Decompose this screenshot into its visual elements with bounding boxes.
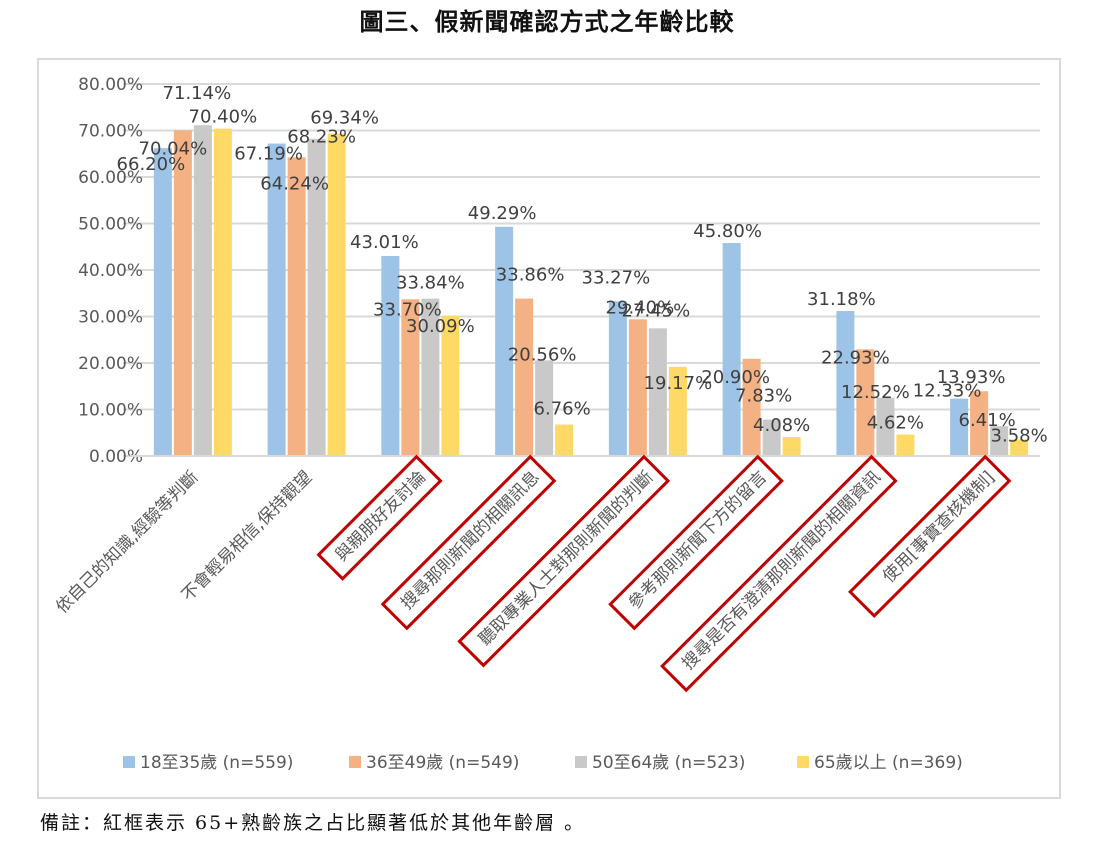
y-tick-label: 50.00% (78, 215, 143, 235)
data-label: 33.70% (373, 299, 442, 320)
bar-2-5 (628, 319, 647, 456)
y-tick-label: 60.00% (78, 168, 143, 188)
category-label-1: 依自己的知識,經驗等判斷 (52, 467, 202, 617)
data-label: 68.23% (287, 127, 356, 148)
legend-label-3: 50至64歲 (n=523) (592, 753, 745, 773)
bar-2-8 (970, 391, 989, 456)
data-label: 49.29% (468, 203, 537, 224)
data-label: 33.86% (496, 265, 565, 286)
data-label: 4.62% (867, 413, 924, 434)
data-label: 70.40% (189, 107, 258, 128)
bar-1-6 (722, 243, 741, 456)
data-label: 12.33% (913, 381, 982, 402)
y-tick-label: 0.00% (89, 447, 143, 467)
legend-label-2: 36至49歲 (n=549) (366, 753, 519, 773)
legend-swatch-1 (123, 756, 135, 768)
bar-3-7 (876, 397, 895, 456)
data-label: 31.18% (807, 289, 876, 310)
data-label: 20.56% (508, 344, 577, 365)
bar-1-7 (836, 311, 855, 456)
bar-2-1 (173, 130, 192, 456)
y-tick-label: 30.00% (78, 308, 143, 328)
bar-2-3 (401, 299, 420, 456)
data-label: 12.52% (841, 382, 910, 403)
category-label-8: 使用[事實查核機制] (878, 467, 998, 587)
footnote: 備註：紅框表示 65+熟齡族之占比顯著低於其他年齡層 。 (40, 812, 586, 834)
bar-1-2 (267, 143, 286, 456)
bar-3-4 (535, 360, 554, 456)
data-label: 30.09% (406, 316, 475, 337)
data-label: 69.34% (310, 108, 379, 129)
highlight-box-6 (608, 454, 784, 631)
highlight-box-8 (848, 454, 1012, 619)
bar-1-3 (381, 256, 400, 456)
data-label: 43.01% (350, 232, 419, 253)
bar-1-4 (495, 226, 514, 456)
y-tick-label: 40.00% (78, 261, 143, 281)
data-label: 19.17% (644, 373, 713, 394)
highlight-box-5 (457, 454, 671, 668)
highlight-box-3 (316, 454, 443, 581)
legend-label-1: 18至35歲 (n=559) (140, 753, 293, 773)
legend-swatch-4 (797, 756, 809, 768)
data-label: 6.76% (534, 399, 591, 420)
data-label: 71.14% (163, 83, 232, 104)
bar-3-5 (648, 328, 667, 456)
bar-1-8 (950, 398, 969, 456)
bar-3-1 (193, 125, 212, 456)
data-label: 6.41% (959, 410, 1016, 431)
data-label: 33.27% (582, 267, 651, 288)
category-label-3: 與親朋好友討論 (332, 467, 430, 565)
bar-4-3 (441, 316, 460, 456)
bar-1-1 (153, 148, 172, 457)
bar-4-7 (896, 434, 915, 456)
legend-swatch-2 (349, 756, 361, 768)
bar-3-2 (307, 138, 326, 456)
category-label-2: 不會輕易相信,保持觀望 (178, 467, 316, 605)
bar-1-5 (608, 301, 627, 456)
bar-2-4 (515, 298, 534, 456)
data-label: 4.08% (753, 415, 810, 436)
highlight-box-4 (380, 454, 557, 631)
data-label: 70.04% (139, 138, 208, 159)
data-label: 20.90% (701, 367, 770, 388)
bar-4-5 (668, 366, 687, 456)
data-label: 3.58% (991, 425, 1048, 446)
bar-2-2 (287, 157, 306, 456)
chart-title: 圖三、假新聞確認方式之年齡比較 (359, 8, 735, 36)
data-label: 7.83% (735, 386, 792, 407)
data-label: 33.84% (396, 273, 465, 294)
data-label: 27.45% (622, 300, 691, 321)
data-label: 66.20% (117, 154, 186, 175)
bar-4-4 (555, 424, 574, 456)
highlight-box-7 (660, 454, 898, 693)
bar-3-3 (421, 298, 440, 456)
data-label: 64.24% (260, 173, 329, 194)
data-label: 67.19% (234, 144, 303, 165)
legend-label-4: 65歲以上 (n=369) (814, 753, 963, 773)
bar-3-8 (990, 426, 1009, 456)
data-label: 13.93% (937, 367, 1006, 388)
data-label: 29.40% (606, 297, 675, 318)
data-label: 22.93% (821, 347, 890, 368)
y-tick-label: 10.00% (78, 401, 143, 421)
bar-4-2 (327, 133, 346, 456)
bar-2-7 (856, 349, 875, 456)
bar-4-1 (213, 128, 232, 456)
bar-2-6 (742, 358, 761, 456)
y-tick-label: 80.00% (78, 75, 143, 95)
bar-4-8 (1010, 439, 1029, 456)
category-label-7: 搜尋是否有澄清那則新聞的相關資訊 (678, 467, 884, 673)
bar-3-6 (762, 419, 781, 456)
y-tick-label: 20.00% (78, 354, 143, 374)
bar-4-6 (782, 437, 801, 456)
legend-swatch-3 (575, 756, 587, 768)
data-label: 45.80% (693, 221, 762, 242)
y-tick-label: 70.00% (78, 122, 143, 142)
